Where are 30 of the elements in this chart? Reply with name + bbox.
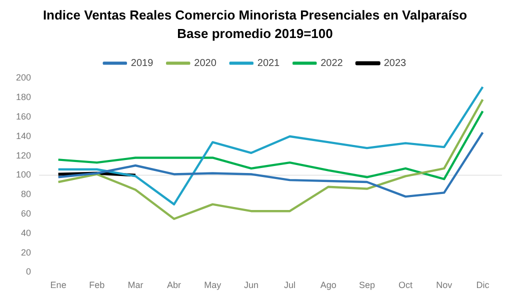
x-tick-label: Ene [50, 280, 66, 290]
x-tick-label: Dic [476, 280, 490, 290]
x-tick-label: Jul [284, 280, 296, 290]
y-tick-label: 140 [16, 130, 32, 141]
x-tick-label: Jun [244, 280, 258, 290]
x-tick-label: Feb [89, 280, 105, 290]
y-tick-label: 40 [21, 228, 32, 238]
x-tick-label: Oct [398, 280, 414, 290]
x-tick-label: Nov [436, 280, 453, 290]
y-tick-label: 120 [16, 150, 32, 160]
y-tick-label: 200 [16, 72, 32, 83]
x-tick-label: May [204, 280, 222, 290]
legend-label: 2021 [257, 58, 280, 69]
y-tick-label: 20 [21, 247, 32, 258]
y-tick-label: 0 [26, 266, 32, 277]
legend-label: 2020 [194, 58, 217, 69]
y-tick-label: 80 [21, 189, 32, 200]
y-tick-label: 160 [16, 111, 32, 122]
x-tick-label: Ago [320, 280, 336, 290]
y-tick-label: 60 [21, 208, 32, 218]
y-tick-label: 180 [16, 92, 32, 102]
chart-subtitle: Base promedio 2019=100 [177, 26, 333, 41]
x-tick-label: Sep [358, 280, 375, 290]
y-tick-label: 100 [16, 170, 32, 180]
chart-title: Indice Ventas Reales Comercio Minorista Presenciales en Valparaíso [42, 7, 468, 22]
x-tick-label: Abr [167, 280, 182, 290]
x-tick-label: Mar [128, 280, 144, 290]
legend-label: 2022 [320, 58, 344, 69]
legend-label: 2019 [130, 58, 154, 69]
legend-label: 2023 [384, 58, 407, 69]
